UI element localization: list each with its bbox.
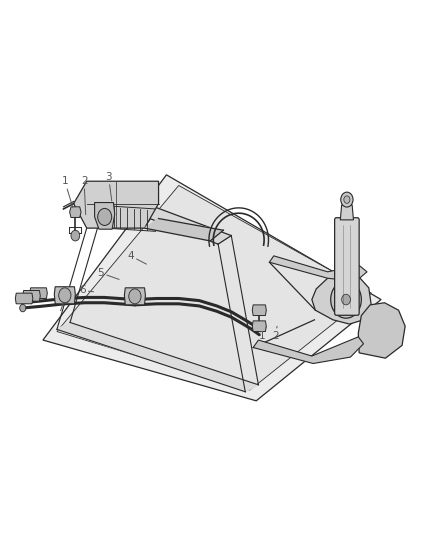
Text: 5: 5: [97, 268, 119, 279]
Polygon shape: [54, 287, 75, 304]
Polygon shape: [95, 190, 231, 244]
Polygon shape: [57, 185, 371, 390]
Text: 6: 6: [79, 286, 94, 295]
Text: 2: 2: [272, 326, 279, 341]
Polygon shape: [43, 175, 381, 401]
Polygon shape: [30, 288, 47, 298]
FancyBboxPatch shape: [335, 218, 359, 316]
Polygon shape: [252, 305, 266, 316]
Polygon shape: [23, 290, 40, 301]
Circle shape: [59, 288, 71, 303]
Polygon shape: [340, 205, 353, 220]
Text: 4: 4: [127, 251, 146, 264]
Circle shape: [342, 294, 350, 305]
Polygon shape: [74, 181, 159, 228]
Circle shape: [336, 288, 356, 311]
Polygon shape: [15, 293, 33, 304]
Polygon shape: [253, 337, 364, 364]
Polygon shape: [57, 322, 258, 392]
Polygon shape: [124, 288, 145, 305]
Text: 2: 2: [81, 176, 88, 215]
Polygon shape: [358, 303, 405, 358]
Text: 1: 1: [258, 328, 266, 341]
Circle shape: [98, 208, 112, 225]
Circle shape: [344, 196, 350, 203]
Circle shape: [331, 281, 361, 318]
Circle shape: [129, 289, 141, 304]
Text: 1: 1: [61, 176, 73, 207]
Circle shape: [20, 304, 26, 312]
Text: 3: 3: [105, 172, 112, 201]
Polygon shape: [70, 207, 81, 217]
Polygon shape: [312, 273, 371, 324]
Polygon shape: [252, 321, 266, 332]
Polygon shape: [269, 256, 367, 281]
Polygon shape: [95, 203, 115, 229]
Circle shape: [341, 192, 353, 207]
Text: 7: 7: [57, 301, 69, 313]
Polygon shape: [145, 219, 223, 241]
Circle shape: [71, 230, 80, 241]
